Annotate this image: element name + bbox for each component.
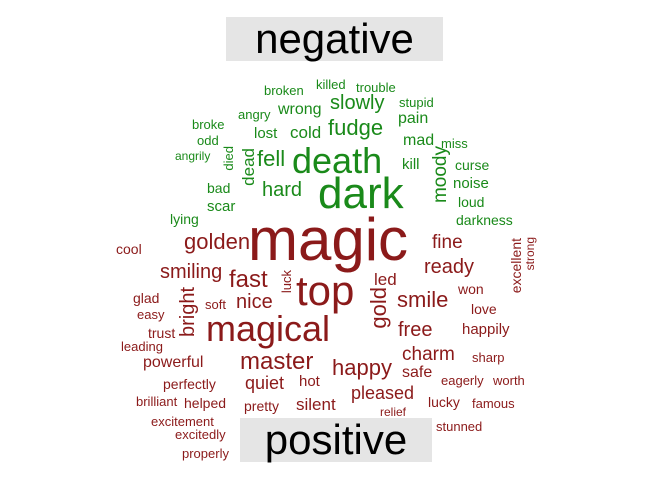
word-mad: mad bbox=[403, 132, 435, 149]
word-smile: smile bbox=[397, 287, 449, 312]
word-ready: ready bbox=[424, 256, 475, 278]
word-stunned: stunned bbox=[436, 419, 483, 434]
word-sharp: sharp bbox=[472, 350, 505, 365]
word-happily: happily bbox=[462, 321, 510, 338]
word-worth: worth bbox=[493, 373, 525, 388]
word-miss: miss bbox=[441, 136, 468, 151]
negative-group-label: negative bbox=[226, 17, 443, 61]
word-glad: glad bbox=[133, 290, 160, 306]
word-led: led bbox=[374, 270, 397, 289]
word-loud: loud bbox=[458, 194, 485, 210]
word-golden: golden bbox=[184, 229, 251, 254]
word-excitedly: excitedly bbox=[175, 427, 226, 442]
word-master: master bbox=[240, 348, 314, 375]
word-killed: killed bbox=[316, 77, 346, 92]
word-bright: bright bbox=[177, 287, 199, 338]
word-easy: easy bbox=[137, 307, 165, 322]
word-powerful: powerful bbox=[143, 354, 204, 371]
word-nice: nice bbox=[236, 291, 273, 313]
word-noise: noise bbox=[453, 175, 489, 192]
word-trouble: trouble bbox=[356, 80, 396, 95]
word-fast: fast bbox=[229, 266, 268, 293]
word-kill: kill bbox=[402, 156, 420, 173]
word-stupid: stupid bbox=[399, 95, 434, 110]
word-broken: broken bbox=[264, 83, 304, 98]
word-relief: relief bbox=[380, 405, 407, 419]
word-bad: bad bbox=[207, 180, 231, 196]
word-quiet: quiet bbox=[245, 373, 285, 393]
word-moody: moody bbox=[430, 146, 451, 204]
word-pleased: pleased bbox=[351, 383, 415, 403]
word-lying: lying bbox=[170, 211, 199, 227]
word-gold: gold bbox=[366, 287, 391, 329]
word-darkness: darkness bbox=[456, 212, 513, 228]
word-won: won bbox=[458, 281, 484, 297]
word-lucky: lucky bbox=[428, 394, 460, 410]
word-brilliant: brilliant bbox=[136, 394, 178, 409]
word-magic: magic bbox=[248, 206, 409, 273]
word-strong: strong bbox=[523, 237, 537, 271]
word-soft: soft bbox=[205, 297, 226, 312]
word-love: love bbox=[471, 301, 497, 317]
word-cold: cold bbox=[290, 123, 322, 142]
word-helped: helped bbox=[184, 395, 227, 411]
word-cool: cool bbox=[116, 241, 142, 257]
word-luck: luck bbox=[279, 270, 294, 294]
word-odd: odd bbox=[197, 133, 219, 148]
word-safe: safe bbox=[402, 364, 433, 381]
word-lost: lost bbox=[254, 125, 278, 142]
word-eagerly: eagerly bbox=[441, 373, 484, 388]
word-famous: famous bbox=[472, 396, 515, 411]
word-scar: scar bbox=[207, 198, 236, 215]
word-fell: fell bbox=[257, 146, 286, 171]
word-silent: silent bbox=[296, 395, 336, 414]
word-dead: dead bbox=[239, 148, 258, 186]
word-pain: pain bbox=[398, 110, 429, 127]
word-fine: fine bbox=[432, 232, 463, 253]
word-excellent: excellent bbox=[508, 238, 524, 294]
word-wrong: wrong bbox=[278, 101, 322, 118]
word-hard: hard bbox=[262, 179, 303, 201]
word-free: free bbox=[398, 319, 433, 341]
word-excitement: excitement bbox=[151, 414, 214, 429]
word-properly: properly bbox=[182, 446, 229, 461]
word-magical: magical bbox=[206, 308, 331, 349]
word-angrily: angrily bbox=[175, 149, 211, 163]
word-pretty: pretty bbox=[244, 398, 280, 414]
word-fudge: fudge bbox=[328, 115, 384, 140]
word-happy: happy bbox=[332, 355, 392, 380]
word-trust: trust bbox=[148, 325, 176, 341]
word-angry: angry bbox=[238, 107, 271, 122]
word-died: died bbox=[221, 146, 236, 171]
word-top: top bbox=[296, 267, 355, 314]
word-slowly: slowly bbox=[330, 92, 385, 114]
word-smiling: smiling bbox=[160, 261, 223, 283]
word-leading: leading bbox=[121, 339, 163, 354]
word-dark: dark bbox=[318, 169, 404, 218]
word-perfectly: perfectly bbox=[163, 376, 216, 392]
word-charm: charm bbox=[402, 344, 455, 365]
word-death: death bbox=[292, 140, 383, 181]
positive-group-label: positive bbox=[240, 418, 432, 462]
word-broke: broke bbox=[192, 117, 225, 132]
word-curse: curse bbox=[455, 157, 490, 173]
word-hot: hot bbox=[299, 373, 320, 390]
